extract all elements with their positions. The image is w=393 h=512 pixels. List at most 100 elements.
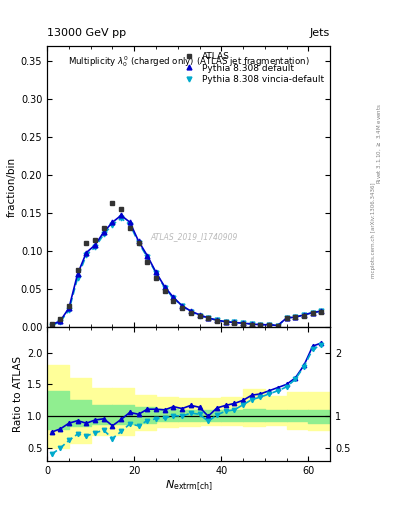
ATLAS <box>66 303 71 309</box>
Pythia 8.308 default <box>267 322 272 328</box>
Pythia 8.308 default <box>66 305 71 311</box>
Pythia 8.308 vincia-default <box>189 309 193 315</box>
Pythia 8.308 default <box>250 321 254 327</box>
Pythia 8.308 default <box>284 315 289 321</box>
Pythia 8.308 default <box>215 317 219 323</box>
ATLAS <box>293 314 298 320</box>
Pythia 8.308 vincia-default <box>145 254 150 260</box>
Pythia 8.308 default <box>180 303 184 309</box>
Pythia 8.308 default <box>293 314 298 320</box>
Pythia 8.308 vincia-default <box>206 315 211 321</box>
Pythia 8.308 vincia-default <box>136 240 141 246</box>
Text: mcplots.cern.ch [arXiv:1306.3436]: mcplots.cern.ch [arXiv:1306.3436] <box>371 183 376 278</box>
Y-axis label: Ratio to ATLAS: Ratio to ATLAS <box>13 356 23 432</box>
ATLAS <box>75 267 80 273</box>
ATLAS <box>180 305 184 311</box>
Pythia 8.308 default <box>197 312 202 318</box>
Pythia 8.308 default <box>189 308 193 314</box>
Pythia 8.308 vincia-default <box>215 317 219 323</box>
ATLAS <box>241 321 245 327</box>
Pythia 8.308 default <box>84 249 89 255</box>
Pythia 8.308 default <box>171 294 176 301</box>
Pythia 8.308 default <box>110 219 115 225</box>
Pythia 8.308 vincia-default <box>127 222 132 228</box>
Pythia 8.308 default <box>319 308 324 314</box>
Pythia 8.308 vincia-default <box>284 315 289 321</box>
ATLAS <box>206 315 211 321</box>
Pythia 8.308 default <box>145 252 150 259</box>
Line: ATLAS: ATLAS <box>49 201 324 328</box>
ATLAS <box>250 322 254 328</box>
Text: Rivet 3.1.10, $\geq$ 3.4M events: Rivet 3.1.10, $\geq$ 3.4M events <box>375 103 383 184</box>
Pythia 8.308 vincia-default <box>110 222 115 228</box>
ATLAS <box>127 225 132 231</box>
ATLAS <box>275 323 280 329</box>
Pythia 8.308 default <box>162 284 167 290</box>
ATLAS <box>319 309 324 315</box>
Pythia 8.308 vincia-default <box>93 244 97 250</box>
Pythia 8.308 default <box>258 322 263 328</box>
Y-axis label: fraction/bin: fraction/bin <box>7 157 17 217</box>
Pythia 8.308 vincia-default <box>49 323 54 329</box>
Pythia 8.308 vincia-default <box>258 322 263 328</box>
Pythia 8.308 default <box>119 212 123 219</box>
ATLAS <box>145 260 150 266</box>
ATLAS <box>101 225 106 231</box>
ATLAS <box>215 318 219 324</box>
Line: Pythia 8.308 default: Pythia 8.308 default <box>49 213 324 328</box>
ATLAS <box>84 241 89 247</box>
Pythia 8.308 vincia-default <box>66 307 71 313</box>
ATLAS <box>58 316 62 323</box>
Pythia 8.308 default <box>93 242 97 248</box>
ATLAS <box>110 200 115 206</box>
Pythia 8.308 vincia-default <box>275 323 280 329</box>
Text: 13000 GeV pp: 13000 GeV pp <box>47 28 126 38</box>
Text: Jets: Jets <box>310 28 330 38</box>
ATLAS <box>197 313 202 319</box>
Pythia 8.308 default <box>232 319 237 326</box>
Text: Multiplicity $\lambda_0^0$ (charged only) (ATLAS jet fragmentation): Multiplicity $\lambda_0^0$ (charged only… <box>68 54 309 70</box>
Pythia 8.308 vincia-default <box>319 308 324 314</box>
Pythia 8.308 default <box>206 315 211 321</box>
Pythia 8.308 default <box>310 310 315 316</box>
ATLAS <box>267 322 272 328</box>
ATLAS <box>162 288 167 294</box>
ATLAS <box>232 320 237 326</box>
Pythia 8.308 vincia-default <box>119 216 123 222</box>
Pythia 8.308 vincia-default <box>302 312 307 318</box>
ATLAS <box>302 312 307 318</box>
Pythia 8.308 vincia-default <box>250 321 254 327</box>
Pythia 8.308 default <box>241 320 245 326</box>
Pythia 8.308 default <box>302 312 307 318</box>
Pythia 8.308 default <box>75 271 80 277</box>
ATLAS <box>119 206 123 212</box>
Pythia 8.308 vincia-default <box>162 285 167 291</box>
Pythia 8.308 vincia-default <box>310 310 315 316</box>
Line: Pythia 8.308 vincia-default: Pythia 8.308 vincia-default <box>49 216 324 328</box>
Pythia 8.308 vincia-default <box>223 318 228 325</box>
ATLAS <box>310 310 315 316</box>
Pythia 8.308 vincia-default <box>232 319 237 326</box>
ATLAS <box>171 298 176 304</box>
ATLAS <box>223 319 228 326</box>
Pythia 8.308 default <box>101 229 106 235</box>
Pythia 8.308 vincia-default <box>171 295 176 301</box>
Pythia 8.308 vincia-default <box>241 320 245 326</box>
Pythia 8.308 default <box>49 322 54 328</box>
ATLAS <box>258 322 263 328</box>
Pythia 8.308 vincia-default <box>293 314 298 320</box>
Pythia 8.308 vincia-default <box>84 252 89 258</box>
ATLAS <box>189 310 193 316</box>
X-axis label: $N_{\mathrm{extrm[ch]}}$: $N_{\mathrm{extrm[ch]}}$ <box>165 478 213 493</box>
Pythia 8.308 default <box>275 323 280 329</box>
Pythia 8.308 default <box>154 269 158 275</box>
Pythia 8.308 default <box>136 238 141 244</box>
Pythia 8.308 vincia-default <box>180 303 184 309</box>
Pythia 8.308 vincia-default <box>197 312 202 318</box>
ATLAS <box>154 274 158 281</box>
Pythia 8.308 default <box>127 219 132 225</box>
Pythia 8.308 vincia-default <box>75 274 80 281</box>
Pythia 8.308 vincia-default <box>267 322 272 328</box>
ATLAS <box>93 237 97 243</box>
Pythia 8.308 vincia-default <box>58 318 62 325</box>
